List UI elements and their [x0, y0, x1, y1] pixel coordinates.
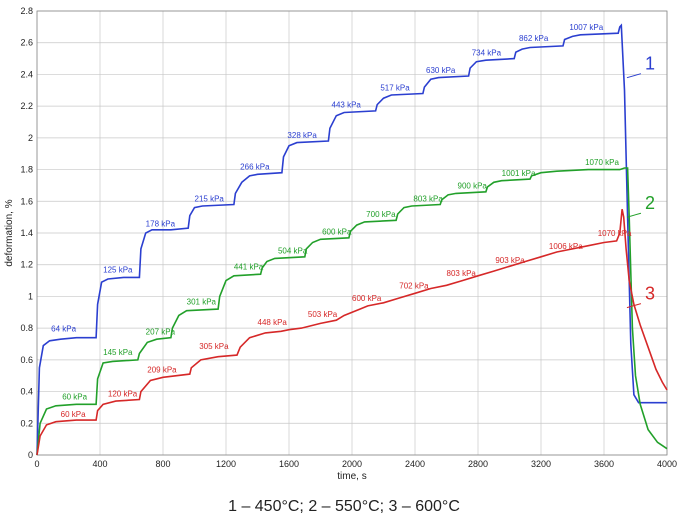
pressure-label: 443 kPa	[332, 101, 362, 110]
curve-number-label: 2	[645, 193, 655, 213]
x-axis-title: time, s	[337, 471, 366, 482]
curve-number-label: 3	[645, 284, 655, 304]
pressure-label: 60 kPa	[61, 410, 86, 419]
pressure-label: 600 kPa	[352, 294, 382, 303]
pressure-label: 1007 kPa	[569, 23, 603, 32]
x-tick-label: 400	[92, 459, 107, 469]
pressure-label: 630 kPa	[426, 66, 456, 75]
x-tick-label: 4000	[657, 459, 677, 469]
y-tick-label: 2.8	[20, 6, 33, 16]
pressure-label: 215 kPa	[195, 194, 225, 203]
pressure-label: 178 kPa	[146, 220, 176, 229]
x-tick-label: 2400	[405, 459, 425, 469]
pressure-label: 120 kPa	[108, 389, 138, 398]
pressure-label: 503 kPa	[308, 310, 338, 319]
y-tick-label: 2.6	[20, 38, 33, 48]
grid	[36, 10, 668, 456]
curve-number-label: 1	[645, 54, 655, 74]
pressure-label: 803 kPa	[413, 194, 443, 203]
pressure-label: 305 kPa	[199, 342, 229, 351]
y-tick-label: 0.4	[20, 387, 33, 397]
pressure-label: 1006 kPa	[549, 242, 583, 251]
series-line-2	[36, 167, 668, 456]
y-tick-label: 1.2	[20, 260, 33, 270]
chart-caption: 1 – 450°C; 2 – 550°C; 3 – 600°C	[228, 498, 460, 515]
pressure-label: 862 kPa	[519, 34, 549, 43]
pressure-label: 702 kPa	[399, 282, 429, 291]
pressure-label: 145 kPa	[103, 348, 133, 357]
pressure-label: 900 kPa	[458, 182, 488, 191]
pressure-label: 903 kPa	[495, 256, 525, 265]
pressure-label: 301 kPa	[187, 297, 217, 306]
pressure-label: 125 kPa	[103, 266, 133, 275]
x-tick-label: 1200	[216, 459, 236, 469]
pressure-label: 64 kPa	[51, 324, 76, 333]
y-tick-label: 2.2	[20, 101, 33, 111]
y-tick-label: 1	[28, 291, 33, 301]
pressure-label: 700 kPa	[366, 210, 396, 219]
y-tick-label: 2.4	[20, 69, 33, 79]
y-tick-label: 2	[28, 133, 33, 143]
pressure-label: 803 kPa	[447, 269, 477, 278]
series-3: 60 kPa 120 kPa 209 kPa 305 kPa 448 kPa 503 kP…	[36, 209, 668, 456]
x-tick-label: 1600	[279, 459, 299, 469]
pressure-label: 207 kPa	[146, 327, 176, 336]
pressure-label: 209 kPa	[147, 366, 177, 375]
x-tick-label: 2800	[468, 459, 488, 469]
y-tick-label: 0.8	[20, 323, 33, 333]
pressure-label: 600 kPa	[322, 228, 352, 237]
pressure-label: 328 kPa	[287, 131, 317, 140]
y-tick-label: 0	[28, 450, 33, 460]
deformation-chart: 0 0.2 0.4 0.6 0.8 1 1.2 1.4 1.6 1.8 2 2.2 2.4 2.6 2.8 0…	[4, 6, 677, 482]
y-tick-label: 1.6	[20, 196, 33, 206]
pressure-label: 504 kPa	[278, 247, 308, 256]
x-tick-label: 0	[34, 459, 39, 469]
pressure-label: 517 kPa	[380, 83, 410, 92]
y-tick-label: 0.6	[20, 355, 33, 365]
y-tick-label: 1.8	[20, 165, 33, 175]
pressure-label: 448 kPa	[258, 318, 288, 327]
pressure-label: 1070 kPa	[585, 158, 619, 167]
pressure-label: 441 kPa	[234, 262, 264, 271]
series-group: 64 kPa 125 kPa 178 kPa 215 kPa 266 kPa 328 kP…	[36, 23, 668, 456]
x-tick-label: 2000	[342, 459, 362, 469]
y-axis-title: deformation, %	[4, 199, 15, 266]
x-tick-label: 3600	[594, 459, 614, 469]
pressure-label: 1001 kPa	[502, 169, 536, 178]
series-1: 64 kPa 125 kPa 178 kPa 215 kPa 266 kPa 328 kP…	[36, 23, 667, 456]
pressure-label: 266 kPa	[240, 163, 270, 172]
y-tick-label: 0.2	[20, 418, 33, 428]
curve-leader-line	[626, 73, 642, 79]
series-2: 60 kPa 145 kPa 207 kPa 301 kPa 441 kPa 504 kP…	[36, 158, 668, 456]
y-tick-label: 1.4	[20, 228, 33, 238]
series-line-3	[36, 209, 668, 456]
pressure-label: 1070 kPa	[598, 229, 632, 238]
x-tick-label: 800	[155, 459, 170, 469]
curve-leader-line	[626, 303, 642, 309]
pressure-label: 60 kPa	[62, 393, 87, 402]
x-tick-label: 3200	[531, 459, 551, 469]
pressure-label: 734 kPa	[472, 48, 502, 57]
series-line-1	[36, 23, 667, 456]
axes: 0 0.2 0.4 0.6 0.8 1 1.2 1.4 1.6 1.8 2 2.2 2.4 2.6 2.8 0…	[20, 6, 677, 469]
curve-leader-line	[626, 212, 642, 218]
plot-frame	[36, 10, 668, 456]
